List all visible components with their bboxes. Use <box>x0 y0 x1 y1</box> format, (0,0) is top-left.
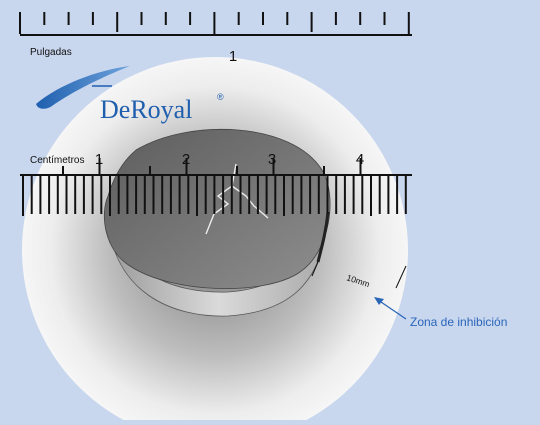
cm-mark-label-3: 3 <box>268 151 276 168</box>
inch-mark-label: 1 <box>229 48 237 65</box>
cm-mark-label-2: 2 <box>182 151 190 168</box>
deroyal-logo: DeRoyal ® <box>36 66 224 124</box>
measurement-tick-outer <box>395 265 407 289</box>
centimeter-ruler: Centímetros 1 2 3 4 <box>20 151 412 216</box>
centimeter-ruler-ticks <box>22 158 407 216</box>
callout-arrowhead <box>374 297 384 305</box>
disc-edge-shadow <box>316 211 330 263</box>
cm-mark-label-4: 4 <box>356 151 364 168</box>
brand-registered-mark: ® <box>217 92 224 102</box>
cm-unit-label: Centímetros <box>30 155 84 166</box>
inch-unit-label: Pulgadas <box>30 47 72 58</box>
callout-label: Zona de inhibición <box>410 315 507 329</box>
brand-name: DeRoyal <box>100 95 192 124</box>
logo-swoosh <box>36 66 130 109</box>
disc-top <box>103 128 331 289</box>
inch-ruler-ticks <box>19 12 410 34</box>
cm-mark-label-1: 1 <box>95 151 103 168</box>
inhibition-zone-callout: Zona de inhibición <box>374 297 507 329</box>
callout-leader-line <box>377 299 407 320</box>
measurement-tick-inner <box>311 261 319 277</box>
inch-ruler: Pulgadas 1 <box>19 12 412 65</box>
